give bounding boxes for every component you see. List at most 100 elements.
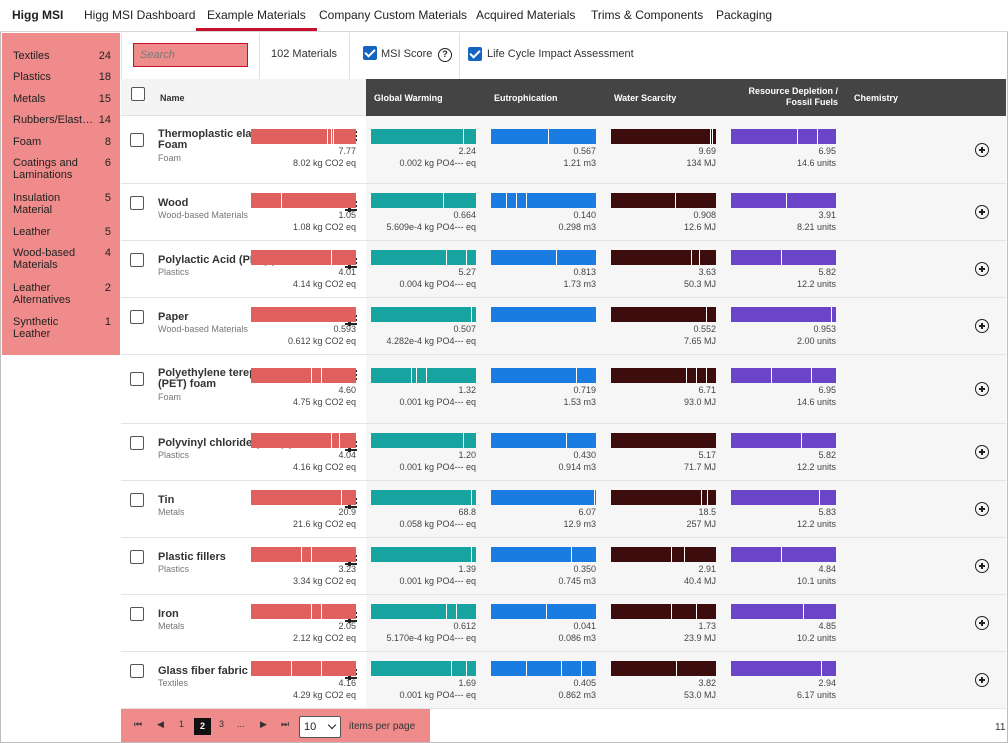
table-row[interactable]: Polyethylene terephthalate (PET) foam Foa… [121, 355, 1006, 424]
page-ellipsis[interactable]: ... [237, 719, 245, 729]
tab-company-custom-materials[interactable]: Company Custom Materials [319, 8, 468, 22]
material-name[interactable]: Polyethylene terephthalate (PET) foam [158, 367, 298, 390]
per-page-select[interactable]: 10 [299, 716, 341, 738]
add-material-icon[interactable] [975, 262, 989, 276]
column-header-chemistry[interactable]: Chemistry [854, 93, 899, 103]
add-material-icon[interactable] [975, 616, 989, 630]
impact-cells-bg [366, 355, 1006, 423]
page-1-button[interactable]: 1 [179, 719, 185, 729]
add-material-icon[interactable] [975, 205, 989, 219]
add-material-icon[interactable] [975, 559, 989, 573]
material-name[interactable]: Polylactic Acid (PLA) plastic [158, 254, 307, 266]
tab-acquired-materials[interactable]: Acquired Materials [476, 8, 576, 22]
add-material-icon[interactable] [975, 445, 989, 459]
row-checkbox[interactable] [130, 550, 144, 564]
material-name[interactable]: Paper [158, 311, 189, 323]
row-checkbox[interactable] [130, 493, 144, 507]
table-row[interactable]: Polyvinyl chloride (PVC) plastic Plastics… [121, 424, 1006, 481]
table-row[interactable]: Thermoplastic elastomer (TPE) Foam Foam 7.… [121, 116, 1006, 184]
column-header-resource-depletion[interactable]: Resource Depletion / Fossil Fuels [748, 86, 838, 107]
row-checkbox[interactable] [130, 253, 144, 267]
table-row[interactable]: Paper Wood-based Materials 0.593 0.612 kg C… [121, 298, 1006, 355]
impact-bar [251, 490, 356, 505]
table-header-left: Name [121, 79, 366, 116]
per-page-value: 10 [304, 721, 317, 733]
row-checkbox[interactable] [130, 607, 144, 621]
impact-bar [371, 547, 476, 562]
add-material-icon[interactable] [975, 319, 989, 333]
tab-higg-msi-dashboard[interactable]: Higg MSI Dashboard [84, 8, 196, 22]
bar-segment [556, 250, 557, 265]
add-material-icon[interactable] [975, 143, 989, 157]
page-2-button[interactable]: 2 [194, 718, 211, 735]
help-icon[interactable]: ? [438, 48, 452, 62]
row-checkbox[interactable] [130, 310, 144, 324]
table-row[interactable]: Plastic fillers Plastics 3.23 3.34 kg CO2 e… [121, 538, 1006, 595]
msi-score-value: 0.813 [573, 267, 596, 277]
material-name[interactable]: Glass fiber fabric [158, 665, 248, 677]
sidebar-item-label: Metals [13, 93, 46, 105]
material-name[interactable]: Thermoplastic elastomer (TPE) Foam [158, 128, 320, 151]
search-input[interactable]: Search [133, 43, 248, 67]
column-header-eutrophication[interactable]: Eutrophication [494, 93, 558, 103]
tab-example-materials[interactable]: Example Materials [196, 0, 317, 31]
prev-page-icon[interactable]: ◀ [157, 719, 164, 729]
row-checkbox[interactable] [130, 196, 144, 210]
table-header-impacts: Global Warming Eutrophication Water Scar… [366, 79, 1006, 116]
bar-segment [426, 368, 427, 383]
last-page-icon[interactable]: ⏭ [281, 719, 290, 729]
column-header-water-scarcity[interactable]: Water Scarcity [614, 93, 677, 103]
table-row[interactable]: Glass fiber fabric Textiles 4.16 4.29 kg CO… [121, 652, 1006, 709]
add-material-icon[interactable] [975, 382, 989, 396]
impact-bar [251, 604, 356, 619]
impact-bar [731, 368, 836, 383]
msi-score-value: 0.567 [573, 146, 596, 156]
lcia-value: 0.914 m3 [558, 462, 596, 472]
row-checkbox[interactable] [130, 372, 144, 386]
tab-higg-msi[interactable]: Higg MSI [12, 8, 64, 22]
table-row[interactable]: Iron Metals 2.05 2.12 kg CO2 eq 0.612 5.170e-… [121, 595, 1006, 652]
material-name[interactable]: Iron [158, 608, 179, 620]
material-category: Metals [158, 507, 185, 517]
first-page-icon[interactable]: ⏮ [134, 719, 143, 729]
lcia-value: 0.001 kg PO4--- eq [399, 690, 476, 700]
lcia-value: 14.6 units [796, 397, 836, 407]
table-row[interactable]: Wood Wood-based Materials 1.05 1.08 kg CO2 … [121, 184, 1006, 241]
bar-segment [546, 604, 547, 619]
table-row[interactable]: Polylactic Acid (PLA) plastic Plastics 4.0… [121, 241, 1006, 298]
bar-segment [781, 250, 782, 265]
impact-bar [731, 193, 836, 208]
bar-segment [696, 604, 697, 619]
select-all-checkbox[interactable] [131, 87, 145, 101]
bar-segment [819, 490, 820, 505]
column-header-name[interactable]: Name [160, 93, 185, 103]
table-row[interactable]: Tin Metals 20.9 21.6 kg CO2 eq 68.8 0.058 kg … [121, 481, 1006, 538]
lcia-checkbox[interactable] [468, 47, 482, 61]
next-page-icon[interactable]: ▶ [260, 719, 267, 729]
msi-score-value: 4.84 [818, 564, 836, 574]
row-checkbox[interactable] [130, 664, 144, 678]
bar-segment [576, 368, 577, 383]
material-name[interactable]: Tin [158, 494, 175, 506]
lcia-value: 2.12 kg CO2 eq [292, 633, 356, 643]
sidebar-item-count: 5 [104, 192, 111, 204]
add-material-icon[interactable] [975, 673, 989, 687]
msi-score-value: 1.73 [698, 621, 716, 631]
column-header-global-warming[interactable]: Global Warming [374, 93, 443, 103]
material-name[interactable]: Wood [158, 197, 189, 209]
tab-packaging[interactable]: Packaging [716, 8, 773, 22]
bar-segment [516, 193, 517, 208]
msi-score-value: 2.94 [818, 678, 836, 688]
material-name[interactable]: Plastic fillers [158, 551, 226, 563]
material-name[interactable]: Polyvinyl chloride (PVC) plastic [158, 437, 324, 449]
msi-score-checkbox[interactable] [363, 46, 377, 60]
sidebar-item-label: Leather Alternatives [13, 282, 71, 306]
page-3-button[interactable]: 3 [219, 719, 225, 729]
add-material-icon[interactable] [975, 502, 989, 516]
row-checkbox[interactable] [130, 133, 144, 147]
impact-bar [371, 661, 476, 676]
impact-bar [491, 433, 596, 448]
bar-segment [471, 547, 472, 562]
row-checkbox[interactable] [130, 436, 144, 450]
tab-trims-components[interactable]: Trims & Components [591, 8, 704, 22]
